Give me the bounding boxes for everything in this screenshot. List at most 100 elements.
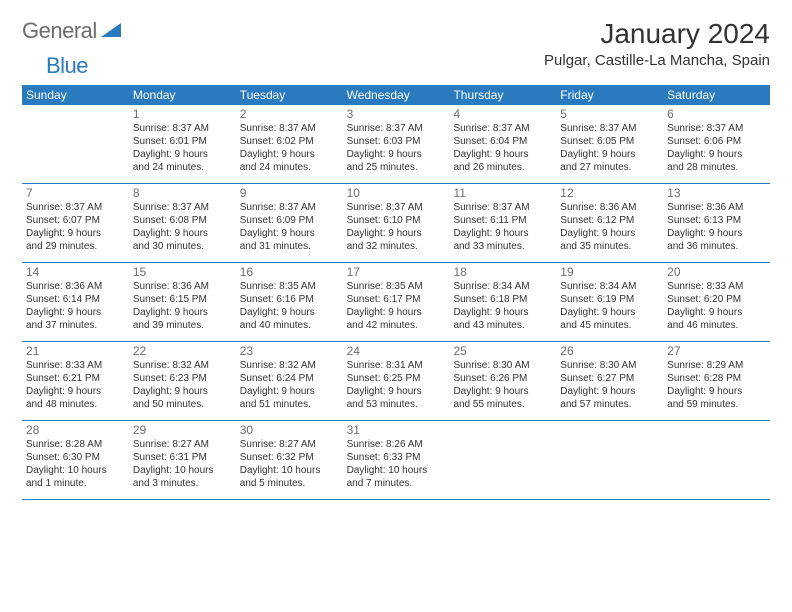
day-number: 12 <box>560 186 659 201</box>
day-info-line: Sunset: 6:09 PM <box>240 215 339 228</box>
day-number: 3 <box>347 107 446 122</box>
day-number: 9 <box>240 186 339 201</box>
weekday-header: Saturday <box>663 85 770 105</box>
day-info-line: Daylight: 9 hours <box>133 307 232 320</box>
day-cell <box>449 421 556 499</box>
week-row: 14Sunrise: 8:36 AMSunset: 6:14 PMDayligh… <box>22 263 770 342</box>
day-number: 23 <box>240 344 339 359</box>
day-info-line: Sunset: 6:26 PM <box>453 373 552 386</box>
day-info-line: Sunset: 6:04 PM <box>453 136 552 149</box>
day-cell: 8Sunrise: 8:37 AMSunset: 6:08 PMDaylight… <box>129 184 236 262</box>
day-info-line: Daylight: 9 hours <box>453 228 552 241</box>
calendar: SundayMondayTuesdayWednesdayThursdayFrid… <box>22 85 770 500</box>
day-info-line: Sunrise: 8:37 AM <box>560 123 659 136</box>
day-cell: 13Sunrise: 8:36 AMSunset: 6:13 PMDayligh… <box>663 184 770 262</box>
day-info-line: Sunset: 6:30 PM <box>26 452 125 465</box>
day-info-line: Sunrise: 8:27 AM <box>133 439 232 452</box>
day-cell: 27Sunrise: 8:29 AMSunset: 6:28 PMDayligh… <box>663 342 770 420</box>
day-info-line: and 30 minutes. <box>133 241 232 254</box>
day-info-line: Sunset: 6:01 PM <box>133 136 232 149</box>
day-cell: 12Sunrise: 8:36 AMSunset: 6:12 PMDayligh… <box>556 184 663 262</box>
day-info-line: Daylight: 9 hours <box>453 307 552 320</box>
day-cell: 22Sunrise: 8:32 AMSunset: 6:23 PMDayligh… <box>129 342 236 420</box>
day-info-line: Sunset: 6:25 PM <box>347 373 446 386</box>
day-info-line: Daylight: 9 hours <box>667 149 766 162</box>
month-title: January 2024 <box>544 18 770 50</box>
day-cell <box>663 421 770 499</box>
day-number: 17 <box>347 265 446 280</box>
day-number: 11 <box>453 186 552 201</box>
day-number: 14 <box>26 265 125 280</box>
day-info-line: Sunrise: 8:37 AM <box>667 123 766 136</box>
day-info-line: Sunset: 6:14 PM <box>26 294 125 307</box>
day-number: 6 <box>667 107 766 122</box>
day-number: 7 <box>26 186 125 201</box>
day-info-line: Daylight: 9 hours <box>560 228 659 241</box>
day-number: 2 <box>240 107 339 122</box>
day-info-line: Sunrise: 8:32 AM <box>133 360 232 373</box>
title-block: January 2024 Pulgar, Castille-La Mancha,… <box>544 18 770 69</box>
day-info-line: Sunset: 6:24 PM <box>240 373 339 386</box>
day-info-line: Daylight: 9 hours <box>240 149 339 162</box>
day-info-line: and 25 minutes. <box>347 162 446 175</box>
day-info-line: Sunrise: 8:31 AM <box>347 360 446 373</box>
day-info-line: Sunrise: 8:37 AM <box>347 202 446 215</box>
day-cell: 15Sunrise: 8:36 AMSunset: 6:15 PMDayligh… <box>129 263 236 341</box>
day-info-line: Sunset: 6:19 PM <box>560 294 659 307</box>
weekday-header: Friday <box>556 85 663 105</box>
day-info-line: Daylight: 9 hours <box>26 228 125 241</box>
day-cell: 10Sunrise: 8:37 AMSunset: 6:10 PMDayligh… <box>343 184 450 262</box>
day-info-line: Sunrise: 8:34 AM <box>453 281 552 294</box>
day-number: 5 <box>560 107 659 122</box>
day-info-line: Sunset: 6:18 PM <box>453 294 552 307</box>
day-info-line: Sunrise: 8:37 AM <box>453 202 552 215</box>
day-info-line: and 50 minutes. <box>133 399 232 412</box>
day-info-line: Daylight: 9 hours <box>453 149 552 162</box>
day-info-line: Daylight: 9 hours <box>347 307 446 320</box>
day-number: 22 <box>133 344 232 359</box>
day-cell: 2Sunrise: 8:37 AMSunset: 6:02 PMDaylight… <box>236 105 343 183</box>
day-cell: 7Sunrise: 8:37 AMSunset: 6:07 PMDaylight… <box>22 184 129 262</box>
day-number: 27 <box>667 344 766 359</box>
day-info-line: and 24 minutes. <box>133 162 232 175</box>
day-info-line: Daylight: 9 hours <box>133 149 232 162</box>
day-info-line: and 31 minutes. <box>240 241 339 254</box>
day-cell: 11Sunrise: 8:37 AMSunset: 6:11 PMDayligh… <box>449 184 556 262</box>
day-cell: 14Sunrise: 8:36 AMSunset: 6:14 PMDayligh… <box>22 263 129 341</box>
week-row: 7Sunrise: 8:37 AMSunset: 6:07 PMDaylight… <box>22 184 770 263</box>
day-info-line: Daylight: 9 hours <box>560 149 659 162</box>
day-info-line: Sunrise: 8:37 AM <box>133 202 232 215</box>
day-info-line: Sunset: 6:27 PM <box>560 373 659 386</box>
location: Pulgar, Castille-La Mancha, Spain <box>544 52 770 69</box>
day-info-line: Sunrise: 8:28 AM <box>26 439 125 452</box>
day-info-line: Sunrise: 8:26 AM <box>347 439 446 452</box>
day-info-line: and 7 minutes. <box>347 478 446 491</box>
day-info-line: and 46 minutes. <box>667 320 766 333</box>
day-info-line: Sunrise: 8:36 AM <box>26 281 125 294</box>
day-info-line: Daylight: 9 hours <box>667 228 766 241</box>
day-info-line: Daylight: 9 hours <box>26 307 125 320</box>
weekday-header: Thursday <box>449 85 556 105</box>
day-cell: 16Sunrise: 8:35 AMSunset: 6:16 PMDayligh… <box>236 263 343 341</box>
day-info-line: Sunset: 6:02 PM <box>240 136 339 149</box>
day-info-line: and 26 minutes. <box>453 162 552 175</box>
day-number: 20 <box>667 265 766 280</box>
day-number: 10 <box>347 186 446 201</box>
day-info-line: and 36 minutes. <box>667 241 766 254</box>
day-info-line: Daylight: 9 hours <box>560 307 659 320</box>
logo-triangle-icon <box>101 21 121 42</box>
day-info-line: Daylight: 9 hours <box>347 228 446 241</box>
day-info-line: Daylight: 9 hours <box>133 228 232 241</box>
day-info-line: Daylight: 9 hours <box>240 386 339 399</box>
day-cell: 21Sunrise: 8:33 AMSunset: 6:21 PMDayligh… <box>22 342 129 420</box>
day-info-line: Sunrise: 8:37 AM <box>240 123 339 136</box>
day-number: 19 <box>560 265 659 280</box>
weekday-header: Tuesday <box>236 85 343 105</box>
day-info-line: and 43 minutes. <box>453 320 552 333</box>
day-cell: 9Sunrise: 8:37 AMSunset: 6:09 PMDaylight… <box>236 184 343 262</box>
day-info-line: Daylight: 10 hours <box>347 465 446 478</box>
day-info-line: Sunrise: 8:36 AM <box>133 281 232 294</box>
day-cell: 6Sunrise: 8:37 AMSunset: 6:06 PMDaylight… <box>663 105 770 183</box>
day-info-line: Sunset: 6:11 PM <box>453 215 552 228</box>
day-number: 8 <box>133 186 232 201</box>
